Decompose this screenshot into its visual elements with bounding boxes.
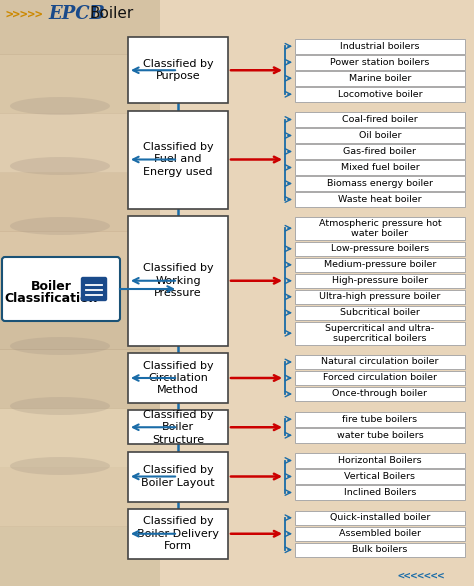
Text: <<<<<<<: <<<<<<<: [398, 571, 445, 581]
Bar: [0, 467, 160, 527]
Bar: [295, 355, 465, 369]
Text: Classified by
Purpose: Classified by Purpose: [143, 59, 213, 81]
Text: Classified by
Fuel and
Energy used: Classified by Fuel and Energy used: [143, 142, 213, 177]
Text: fire tube boilers: fire tube boilers: [342, 415, 418, 424]
Bar: [295, 257, 465, 272]
Text: Classified by
Working
Pressure: Classified by Working Pressure: [143, 263, 213, 298]
FancyBboxPatch shape: [82, 278, 107, 301]
Text: >>>>>: >>>>>: [6, 8, 44, 21]
Text: Coal-fired boiler: Coal-fired boiler: [342, 115, 418, 124]
Bar: [160, 0, 474, 586]
Bar: [295, 428, 465, 442]
Text: Ultra-high pressure boiler: Ultra-high pressure boiler: [319, 292, 441, 301]
Bar: [295, 305, 465, 320]
Bar: [0, 231, 160, 291]
FancyBboxPatch shape: [128, 216, 228, 346]
Text: Boiler: Boiler: [30, 281, 72, 294]
Bar: [295, 510, 465, 525]
Text: Classification: Classification: [4, 292, 98, 305]
Bar: [295, 543, 465, 557]
Bar: [295, 113, 465, 127]
Bar: [0, 290, 160, 350]
Bar: [295, 469, 465, 484]
Bar: [0, 54, 160, 114]
Bar: [295, 39, 465, 53]
Bar: [295, 371, 465, 385]
Bar: [295, 274, 465, 288]
Text: Subcritical boiler: Subcritical boiler: [340, 308, 420, 317]
FancyBboxPatch shape: [2, 257, 120, 321]
FancyBboxPatch shape: [128, 451, 228, 502]
Bar: [295, 128, 465, 143]
Text: Biomass energy boiler: Biomass energy boiler: [327, 179, 433, 188]
Bar: [295, 322, 465, 345]
Bar: [295, 55, 465, 70]
Bar: [0, 172, 160, 232]
Bar: [295, 87, 465, 101]
Text: Waste heat boiler: Waste heat boiler: [338, 195, 422, 204]
Bar: [295, 412, 465, 427]
Bar: [295, 526, 465, 541]
Bar: [295, 216, 465, 240]
Ellipse shape: [10, 457, 110, 475]
Text: Once-through boiler: Once-through boiler: [332, 390, 428, 398]
Bar: [295, 144, 465, 159]
Text: water tube boilers: water tube boilers: [337, 431, 423, 440]
Text: Natural circulation boiler: Natural circulation boiler: [321, 357, 439, 366]
Text: Vertical Boilers: Vertical Boilers: [345, 472, 416, 481]
Text: High-pressure boiler: High-pressure boiler: [332, 276, 428, 285]
Text: Gas-fired boiler: Gas-fired boiler: [344, 147, 417, 156]
Text: Locomotive boiler: Locomotive boiler: [337, 90, 422, 99]
Bar: [0, 0, 160, 55]
Bar: [0, 408, 160, 468]
Text: Classified by
Boiler
Structure: Classified by Boiler Structure: [143, 410, 213, 445]
Text: Low-pressure boilers: Low-pressure boilers: [331, 244, 429, 253]
Ellipse shape: [10, 97, 110, 115]
Text: EPCB: EPCB: [48, 5, 105, 23]
Ellipse shape: [10, 277, 110, 295]
Bar: [295, 485, 465, 500]
Bar: [0, 526, 160, 586]
Text: Classified by
Boiler Delivery
Form: Classified by Boiler Delivery Form: [137, 516, 219, 551]
Bar: [295, 176, 465, 191]
Bar: [295, 453, 465, 468]
Bar: [0, 349, 160, 409]
Text: Marine boiler: Marine boiler: [349, 74, 411, 83]
Text: Mixed fuel boiler: Mixed fuel boiler: [341, 163, 419, 172]
FancyBboxPatch shape: [128, 38, 228, 103]
Text: Supercritical and ultra-
supercritical boilers: Supercritical and ultra- supercritical b…: [326, 323, 435, 343]
FancyBboxPatch shape: [128, 353, 228, 403]
Ellipse shape: [10, 337, 110, 355]
Text: Inclined Boilers: Inclined Boilers: [344, 488, 416, 497]
Bar: [0, 113, 160, 173]
Text: Forced circulation boiler: Forced circulation boiler: [323, 373, 437, 383]
FancyBboxPatch shape: [128, 509, 228, 558]
Ellipse shape: [10, 217, 110, 235]
Bar: [295, 387, 465, 401]
Text: Oil boiler: Oil boiler: [359, 131, 401, 140]
Bar: [295, 160, 465, 175]
Text: Atmospheric pressure hot
water boiler: Atmospheric pressure hot water boiler: [319, 219, 441, 238]
Bar: [295, 241, 465, 256]
Text: Classified by
Boiler Layout: Classified by Boiler Layout: [141, 465, 215, 488]
Bar: [295, 289, 465, 304]
Text: Horizontal Boilers: Horizontal Boilers: [338, 456, 422, 465]
Text: Assembled boiler: Assembled boiler: [339, 529, 421, 539]
Ellipse shape: [10, 397, 110, 415]
FancyBboxPatch shape: [128, 410, 228, 444]
Text: Medium-pressure boiler: Medium-pressure boiler: [324, 260, 436, 269]
Ellipse shape: [10, 157, 110, 175]
Text: Bulk boilers: Bulk boilers: [352, 545, 408, 554]
Text: Power station boilers: Power station boilers: [330, 58, 430, 67]
Text: Quick-installed boiler: Quick-installed boiler: [330, 513, 430, 522]
Bar: [295, 71, 465, 86]
Bar: [295, 192, 465, 207]
Text: Classified by
Circulation
Method: Classified by Circulation Method: [143, 360, 213, 396]
FancyBboxPatch shape: [128, 111, 228, 209]
Text: Boiler: Boiler: [90, 6, 134, 22]
Text: Industrial boilers: Industrial boilers: [340, 42, 420, 51]
